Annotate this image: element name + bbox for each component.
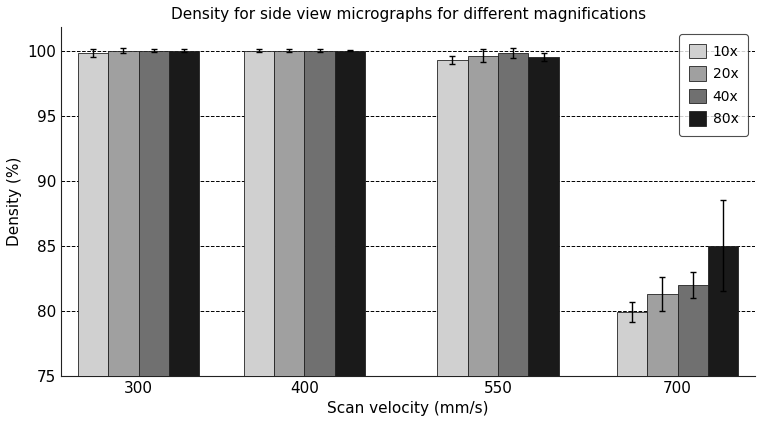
Legend: 10x, 20x, 40x, 80x: 10x, 20x, 40x, 80x xyxy=(679,34,748,136)
Y-axis label: Density (%): Density (%) xyxy=(7,157,22,246)
Bar xyxy=(617,312,647,376)
Bar xyxy=(139,51,169,376)
Bar xyxy=(274,51,305,376)
Bar xyxy=(468,56,498,376)
Bar xyxy=(78,53,108,376)
Title: Density for side view micrographs for different magnifications: Density for side view micrographs for di… xyxy=(171,7,645,22)
Bar xyxy=(677,285,708,376)
Bar xyxy=(498,53,528,376)
X-axis label: Scan velocity (mm/s): Scan velocity (mm/s) xyxy=(328,401,489,416)
Bar xyxy=(437,60,468,376)
Bar xyxy=(528,57,559,376)
Bar xyxy=(335,51,365,376)
Bar xyxy=(244,51,274,376)
Bar xyxy=(305,51,335,376)
Bar xyxy=(108,51,139,376)
Bar xyxy=(647,294,677,376)
Bar xyxy=(169,51,200,376)
Bar xyxy=(708,246,738,376)
